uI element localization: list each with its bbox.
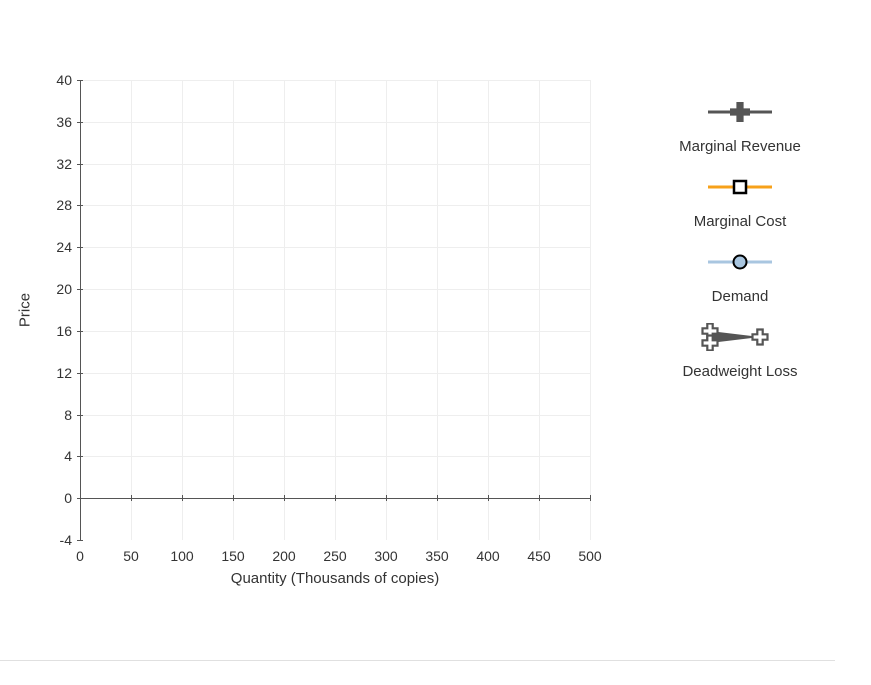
x-tick-label: 300 [374, 548, 397, 564]
x-tick-label: 400 [476, 548, 499, 564]
y-tick-label: 24 [50, 239, 72, 255]
y-tick-label: 16 [50, 323, 72, 339]
gridline-h [80, 205, 590, 206]
legend: Marginal Revenue Marginal Cost Demand Deadw… [650, 98, 830, 398]
bottom-divider [0, 660, 835, 661]
legend-symbol [700, 173, 780, 201]
chart-canvas: 050100150200250300350400450500-404812162… [0, 0, 871, 685]
legend-entry: Marginal Revenue [650, 98, 830, 155]
legend-label: Demand [712, 288, 769, 305]
y-tick-label: 0 [50, 490, 72, 506]
y-tick-label: 12 [50, 365, 72, 381]
legend-symbol [700, 98, 780, 126]
legend-symbol [700, 248, 780, 276]
legend-entry: Demand [650, 248, 830, 305]
x-tick-label: 150 [221, 548, 244, 564]
y-tick-label: 28 [50, 197, 72, 213]
y-tick-label: 36 [50, 114, 72, 130]
x-tick-label: 200 [272, 548, 295, 564]
gridline-h [80, 289, 590, 290]
y-tick-label: -4 [50, 532, 72, 548]
legend-label: Marginal Cost [694, 213, 787, 230]
y-axis [80, 80, 81, 540]
x-tick-label: 0 [76, 548, 84, 564]
legend-entry: Marginal Cost [650, 173, 830, 230]
y-tick-label: 32 [50, 156, 72, 172]
y-tick-label: 4 [50, 448, 72, 464]
x-axis [80, 498, 590, 499]
x-tick-label: 450 [527, 548, 550, 564]
y-tick [77, 540, 83, 541]
gridline-v [488, 80, 489, 540]
gridline-v [131, 80, 132, 540]
gridline-h [80, 122, 590, 123]
y-tick-label: 8 [50, 407, 72, 423]
gridline-v [539, 80, 540, 540]
gridline-v [437, 80, 438, 540]
x-tick-label: 100 [170, 548, 193, 564]
gridline-v [590, 80, 591, 540]
x-tick-label: 50 [123, 548, 139, 564]
gridline-v [233, 80, 234, 540]
x-tick-label: 350 [425, 548, 448, 564]
gridline-v [335, 80, 336, 540]
gridline-h [80, 415, 590, 416]
gridline-h [80, 80, 590, 81]
gridline-h [80, 164, 590, 165]
x-tick [590, 495, 591, 501]
gridline-h [80, 373, 590, 374]
legend-symbol [700, 323, 780, 351]
gridline-h [80, 456, 590, 457]
gridline-h [80, 247, 590, 248]
x-tick-label: 500 [578, 548, 601, 564]
x-axis-title: Quantity (Thousands of copies) [231, 570, 439, 587]
y-tick-label: 20 [50, 281, 72, 297]
gridline-v [386, 80, 387, 540]
gridline-h [80, 331, 590, 332]
gridline-v [284, 80, 285, 540]
legend-label: Deadweight Loss [682, 363, 797, 380]
gridline-v [182, 80, 183, 540]
y-axis-title: Price [17, 293, 34, 327]
legend-entry: Deadweight Loss [650, 323, 830, 380]
y-tick-label: 40 [50, 72, 72, 88]
x-tick-label: 250 [323, 548, 346, 564]
legend-label: Marginal Revenue [679, 138, 801, 155]
